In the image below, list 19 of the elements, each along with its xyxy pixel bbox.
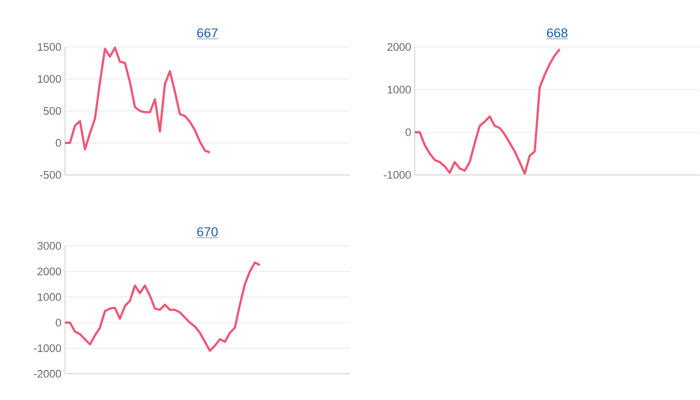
y-tick-label: 0 [56,139,62,147]
y-tick-label: 0 [56,318,62,327]
line-series [64,46,211,154]
y-tick-label: 3000 [38,242,62,250]
y-tick-label: -2000 [34,370,62,378]
y-tick-label: -1000 [34,344,62,352]
y-tick-label: 2000 [38,268,62,276]
y-tick-label: 500 [44,107,62,115]
y-tick-label: 1000 [388,86,411,94]
y-tick-label: 2000 [387,43,411,51]
y-tick-label: -1000 [384,171,411,179]
y-tick-label: -500 [40,171,62,179]
chart-title: 668 [547,28,568,38]
y-tick-label: 1000 [38,293,62,302]
chart-title: 670 [197,227,218,236]
y-tick-label: 1500 [38,43,62,51]
y-tick-label: 1000 [38,75,62,83]
y-tick-label: 0 [406,128,411,136]
chart-title: 667 [197,28,218,38]
